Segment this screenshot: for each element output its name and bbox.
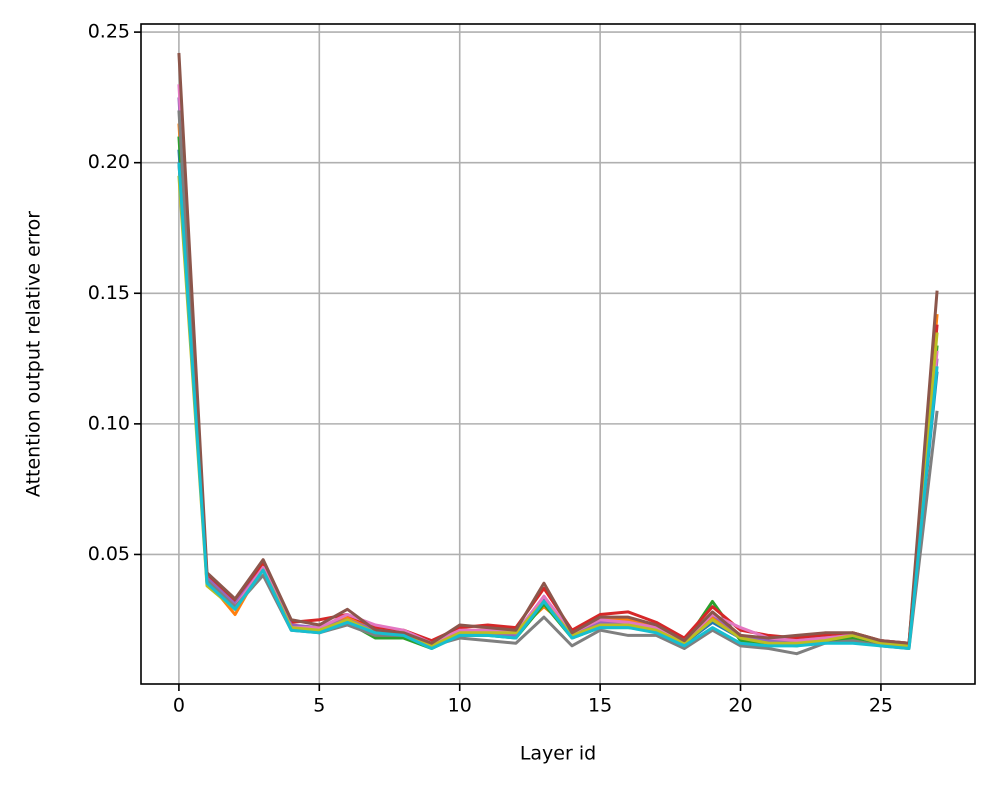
x-tick-label: 15 [588, 695, 612, 717]
x-tick-label: 25 [869, 695, 893, 717]
line [177, 97, 939, 648]
y-tick-label: 0.05 [88, 543, 130, 565]
y-tick-label: 0.10 [88, 412, 130, 434]
x-tick-label: 5 [313, 695, 325, 717]
plot-frame [140, 23, 976, 685]
line [177, 52, 939, 645]
y-tick-label: 0.20 [88, 151, 130, 173]
x-tick-label: 10 [448, 695, 472, 717]
line [177, 123, 939, 645]
y-axis-label: Attention output relative error [23, 211, 45, 497]
y-tick-label: 0.25 [88, 21, 130, 43]
line [177, 136, 939, 650]
x-axis-label: Layer id [520, 743, 596, 765]
y-tick-label: 0.15 [88, 282, 130, 304]
line [177, 175, 939, 648]
line [177, 110, 939, 656]
line [177, 149, 939, 648]
x-tick-label: 0 [173, 695, 185, 717]
line [177, 162, 939, 645]
line [177, 162, 939, 650]
line [177, 84, 939, 645]
x-tick-label: 20 [728, 695, 752, 717]
